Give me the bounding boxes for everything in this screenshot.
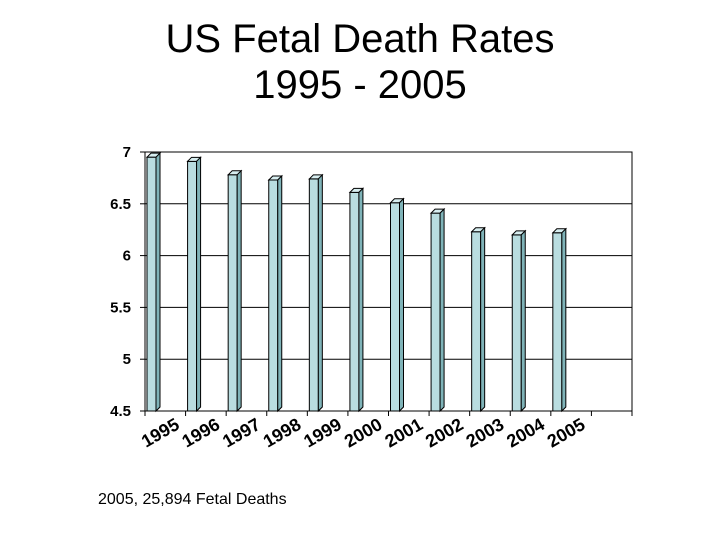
y-tick-label: 5 [123,351,131,368]
bar-side-face [480,226,486,413]
bar [471,231,482,412]
bar-side-face [520,229,526,413]
y-tick-label: 6 [123,248,131,265]
bar-side-face [277,174,283,413]
y-tick-label: 7 [123,144,131,161]
title-line-2: 1995 - 2005 [253,63,467,107]
chart-title: US Fetal Death Rates 1995 - 2005 [0,16,720,108]
bar [430,212,441,412]
y-tick-label: 5.5 [110,299,131,316]
bar [268,179,279,412]
bar-side-face [236,169,242,413]
bar [390,202,400,412]
x-tick-label: 1998 [260,414,305,451]
bar-side-face [317,173,323,413]
x-tick-label: 1996 [179,414,224,451]
x-tick-label: 1995 [138,414,183,451]
bar-side-face [561,227,567,413]
x-tick-label: 2001 [381,414,426,451]
x-tick-label: 1997 [219,414,264,451]
x-tick-label: 1999 [300,414,345,451]
y-tick-label: 4.5 [110,403,131,420]
bar [511,234,522,412]
footnote: 2005, 25,894 Fetal Deaths [98,491,287,508]
x-tick-label: 2002 [422,414,467,451]
x-tick-label: 2000 [341,414,386,451]
bar-side-face [155,151,161,413]
bar-side-face [399,197,404,413]
bar [227,174,238,412]
bar-side-face [358,187,364,413]
title-line-1: US Fetal Death Rates [165,17,555,61]
bar [187,160,198,412]
bar-side-face [439,207,445,413]
bar [146,156,157,412]
x-tick-label: 2003 [463,414,508,451]
bar [308,178,319,412]
bar [349,191,360,412]
x-tick-label: 2005 [544,414,589,451]
bar [552,232,563,412]
x-tick-label: 2004 [503,414,548,451]
bar-side-face [196,156,202,413]
y-tick-label: 6.5 [110,196,131,213]
